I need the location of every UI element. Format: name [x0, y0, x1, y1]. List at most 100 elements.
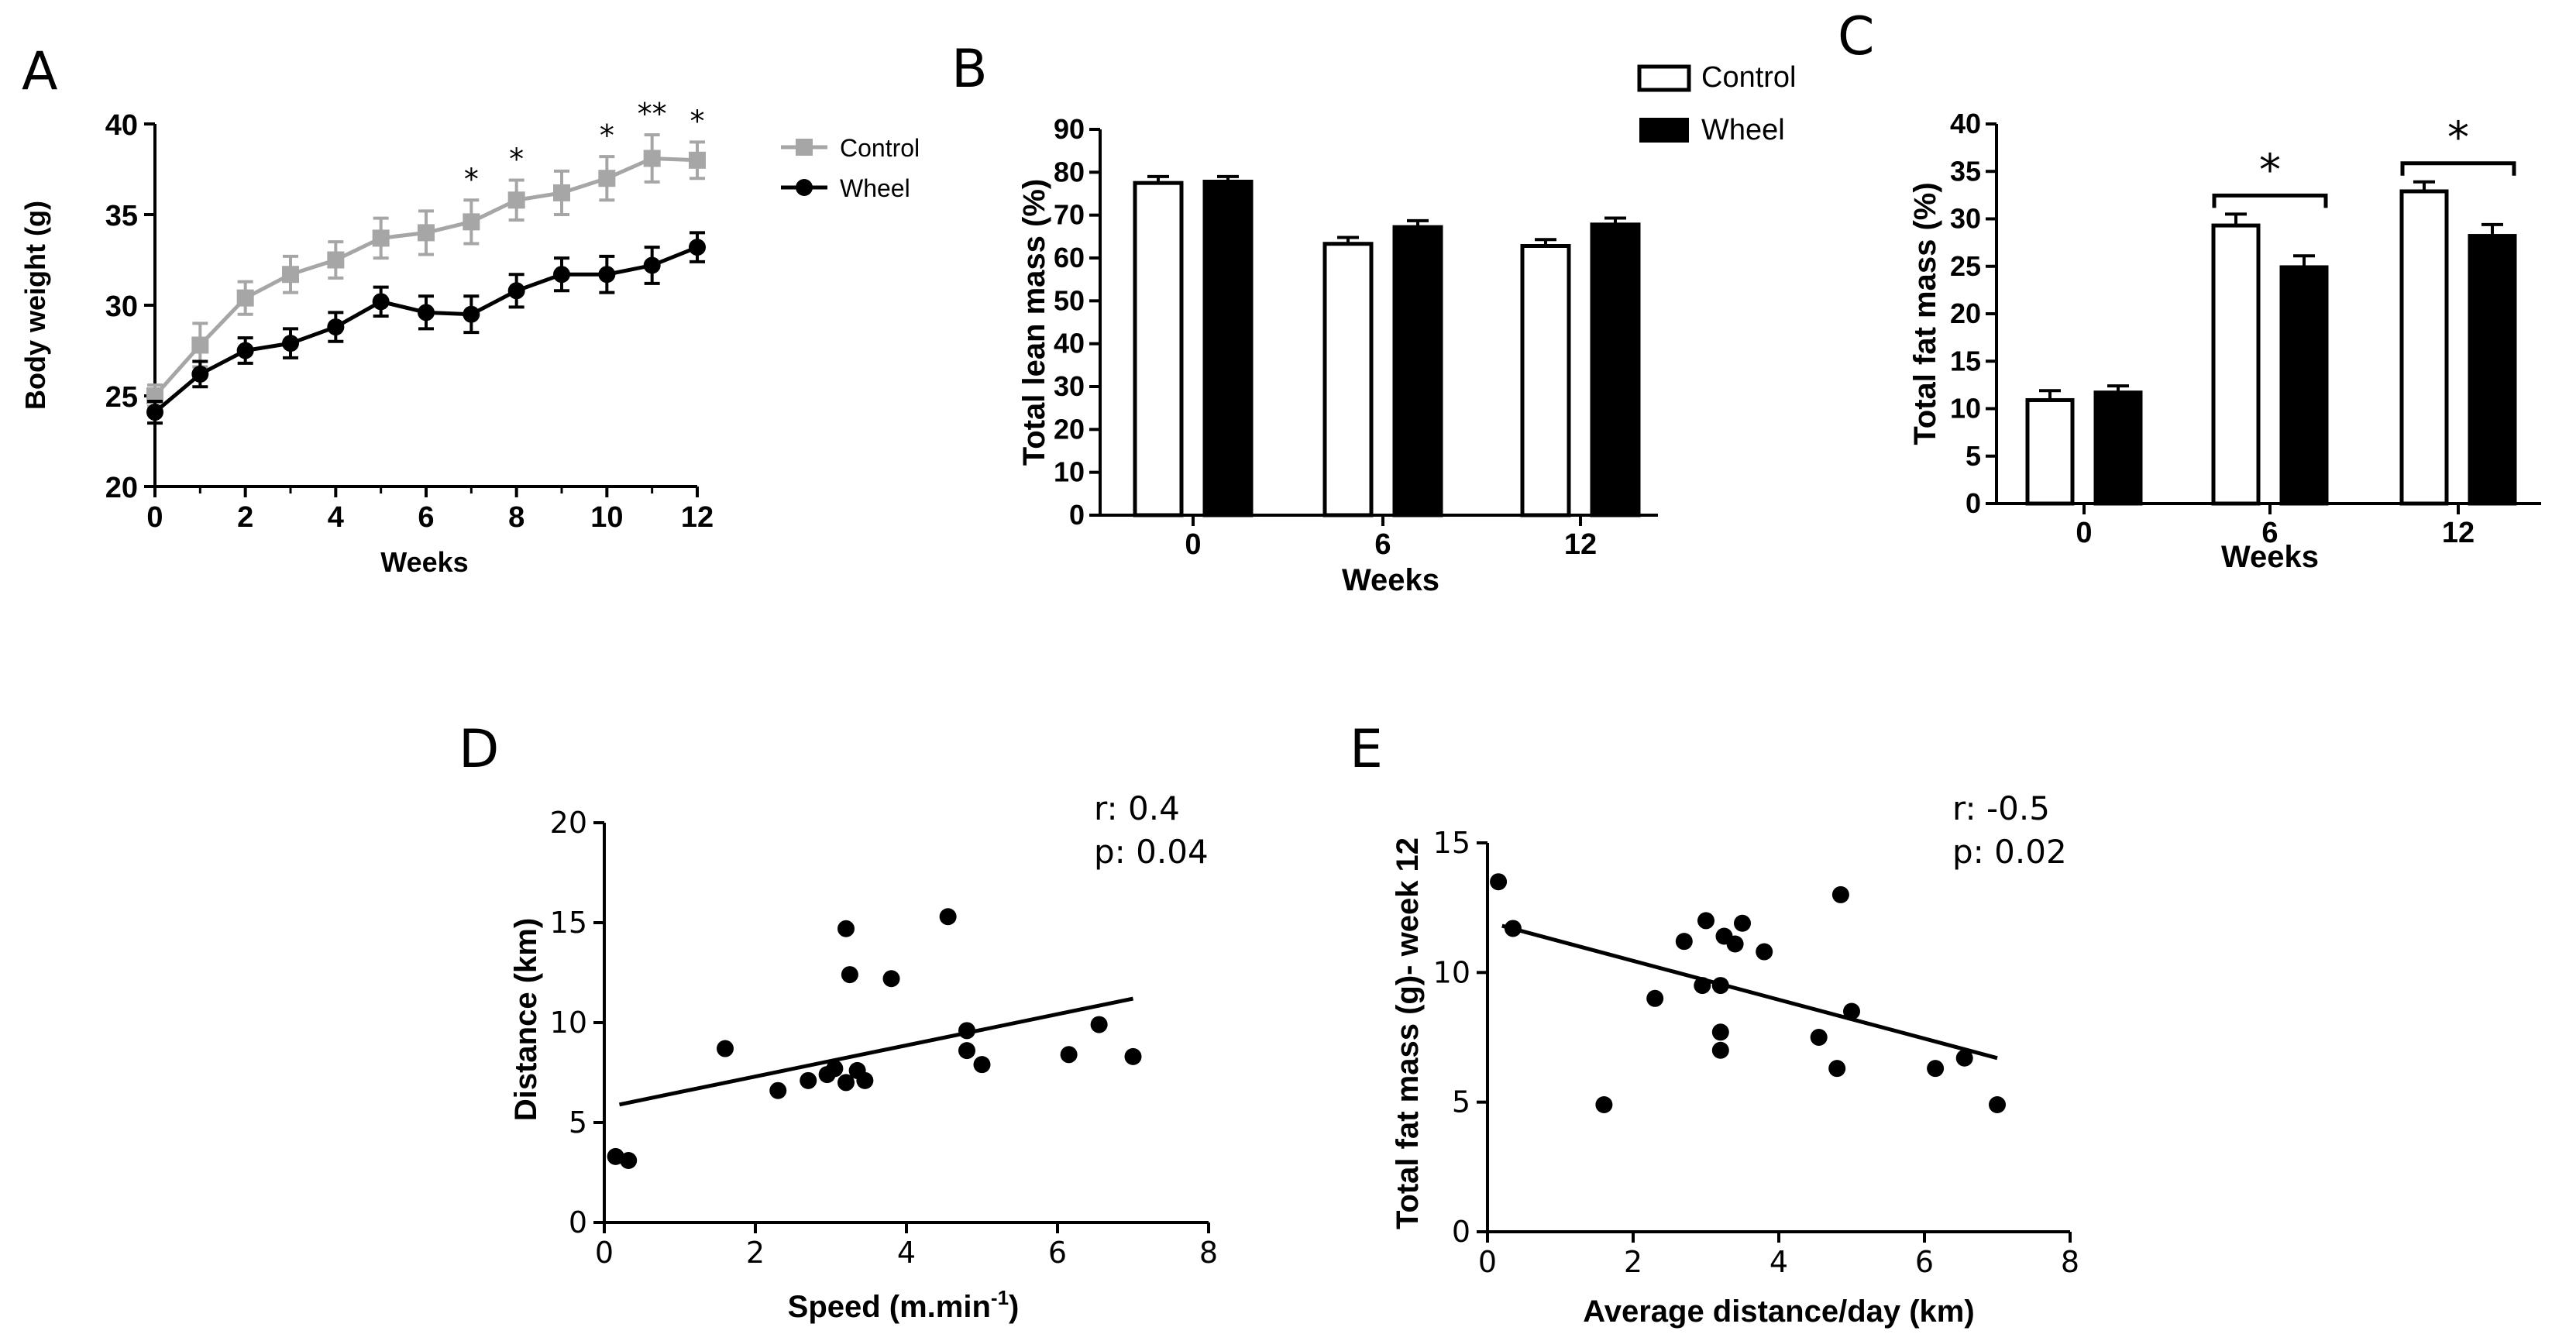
panel-e-x-label: Average distance/day (km)	[1583, 1295, 1974, 1329]
panel-a-wheel-point	[643, 256, 661, 274]
panel-d-x-label-sup: -1	[991, 1286, 1009, 1309]
panel-b-wheel-bar	[1202, 180, 1254, 517]
panel-c-y-tick-label: 35	[1950, 155, 1981, 187]
panel-b-legend: Control Wheel	[1637, 61, 1797, 146]
panel-d-point	[717, 1040, 734, 1057]
panel-c-significance-star: *	[2259, 145, 2281, 195]
panel-b-y-tick-label: 60	[1054, 242, 1085, 273]
panel-d-point	[841, 966, 858, 984]
panel-b-legend-wheel: Wheel	[1701, 114, 1785, 146]
panel-c-bar-chart: 0 5 10 15 20 25 30 35 40 0 6 12 * * Weeks Total fat …	[1908, 108, 2541, 574]
panel-b-x-tick-label: 6	[1374, 528, 1391, 561]
panel-a-wheel-point	[372, 293, 390, 311]
panel-e-regression-line	[1501, 923, 1998, 1061]
panel-e-point	[1711, 1023, 1729, 1041]
panel-e-point	[1955, 1049, 1973, 1067]
panel-b-y-label: Total lean mass (%)	[1017, 179, 1051, 466]
panel-e-point	[1711, 977, 1729, 995]
panel-e-point	[1989, 1096, 2006, 1114]
panel-a-y-tick-label: 30	[105, 291, 138, 323]
panel-b-x-label: Weeks	[1342, 563, 1439, 597]
panel-a-x-tick-label: 12	[681, 501, 714, 534]
panel-a-control-point	[553, 184, 570, 201]
panel-d-y-label: Distance (km)	[509, 918, 543, 1121]
panel-e-scatter-chart: 0 5 10 15 0 2 4 6 8 r: -0.5 p: 0.02 Average dist…	[1391, 789, 2079, 1329]
legend-wheel-marker	[796, 179, 813, 196]
panel-c-significance-bracket	[2400, 161, 2516, 176]
panel-a-y-tick-label: 35	[105, 200, 138, 232]
panel-letter-e: E	[1350, 719, 1383, 780]
panel-c-x-tick-label: 6	[2261, 517, 2278, 549]
panel-a-wheel-point	[236, 342, 254, 359]
panel-a-significance-star: **	[638, 97, 667, 131]
panel-letter-d: D	[459, 719, 499, 780]
panel-c-x-tick-label: 0	[2076, 517, 2092, 549]
panel-a-wheel-point	[327, 318, 345, 336]
panel-e-point	[1490, 873, 1508, 891]
panel-e-x-tick-label: 2	[1624, 1245, 1642, 1279]
panel-e-point	[1927, 1060, 1945, 1078]
panel-c-y-label: Total fat mass (%)	[1908, 182, 1942, 445]
panel-a-control-point	[372, 229, 390, 247]
panel-a-x-tick-label: 4	[328, 501, 344, 534]
panel-c-y-tick-label: 25	[1950, 250, 1981, 282]
panel-a-control-point	[191, 336, 209, 354]
panel-a-control-line	[153, 156, 698, 397]
panel-a-y-tick-label: 25	[105, 381, 138, 414]
panel-a-control-point	[463, 213, 480, 231]
legend-wheel-swatch	[1639, 118, 1689, 143]
panel-e-x-tick-label: 4	[1769, 1245, 1788, 1279]
panel-a-wheel-point	[598, 266, 616, 284]
panel-b-y-tick-label: 10	[1054, 456, 1085, 488]
panel-c-y-tick-label: 40	[1950, 108, 1981, 139]
panel-e-point	[1843, 1002, 1860, 1020]
panel-e-x-tick-label: 8	[2061, 1245, 2079, 1279]
panel-d-x-tick-label: 4	[897, 1236, 916, 1270]
panel-b-y-tick-label: 70	[1054, 199, 1085, 231]
panel-c-y-tick-label: 10	[1950, 393, 1981, 425]
panel-e-point	[1646, 989, 1664, 1007]
panel-c-x-label: Weeks	[2221, 540, 2319, 574]
panel-d-scatter-chart: 0 5 10 15 20 0 2 4 6 8 r: 0.4 p: 0.04 Speed (m.mi…	[509, 789, 1218, 1324]
panel-e-x-tick-label: 0	[1478, 1245, 1497, 1279]
panel-a-control-point	[236, 289, 254, 307]
panel-d-x-label-main: Speed (m.min	[788, 1290, 991, 1324]
panel-b-control-bar	[1322, 242, 1374, 517]
panel-a-wheel-point	[146, 404, 163, 421]
panel-d-point	[826, 1060, 844, 1078]
panel-b-y-tick-label: 30	[1054, 370, 1085, 402]
panel-a-significance-star: *	[509, 143, 524, 177]
panel-d-point	[769, 1081, 787, 1099]
panel-d-point	[1124, 1047, 1142, 1065]
panel-a-wheel-point	[689, 239, 706, 256]
panel-b-legend-control: Control	[1701, 61, 1797, 94]
panel-a-legend-wheel: Wheel	[840, 174, 910, 202]
legend-control-marker	[796, 139, 813, 156]
panel-e-point	[1756, 943, 1773, 961]
panel-a-control-point	[507, 191, 525, 209]
panel-b-y-tick-label: 50	[1054, 284, 1085, 316]
panel-d-point	[607, 1147, 624, 1165]
panel-e-y-label: Total fat mass (g)- week 12	[1391, 837, 1425, 1229]
panel-c-x-tick-label: 12	[2442, 517, 2475, 549]
panel-d-point	[856, 1071, 874, 1089]
panel-letter-a: A	[22, 41, 58, 102]
panel-d-x-tick-label: 0	[595, 1236, 614, 1270]
panel-c-wheel-bar	[2093, 390, 2143, 506]
panel-e-point	[1697, 912, 1714, 930]
panel-a-wheel-point	[463, 305, 480, 323]
panel-a-significance-star: *	[600, 119, 614, 153]
panel-d-point	[882, 970, 900, 988]
panel-b-wheel-bar	[1590, 222, 1641, 517]
panel-b-y-tick-label: 20	[1054, 413, 1085, 445]
panel-b-control-bar	[1520, 244, 1571, 517]
panel-c-control-bar	[2025, 397, 2075, 506]
panel-c-y-tick-label: 30	[1950, 203, 1981, 235]
panel-d-y-tick-label: 0	[569, 1205, 587, 1240]
legend-control-swatch	[1637, 64, 1691, 92]
panel-d-x-tick-label: 6	[1048, 1236, 1067, 1270]
panel-e-y-tick-label: 10	[1433, 955, 1470, 989]
panel-d-y-tick-label: 15	[550, 906, 587, 940]
